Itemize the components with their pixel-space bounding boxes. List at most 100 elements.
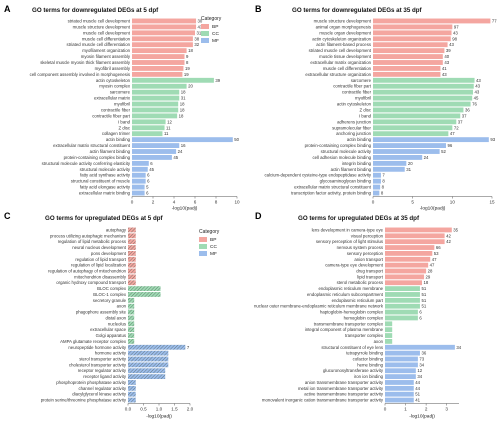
term-label: camera-type eye development: [325, 263, 384, 268]
legend-label-mf: MF: [212, 38, 219, 44]
count-label: 43: [474, 90, 479, 95]
term-label: myofilament organization: [82, 48, 130, 53]
term-label: cholesterol transporter activity: [69, 362, 127, 367]
bar: [128, 245, 136, 250]
bar: [373, 137, 489, 143]
bar: [385, 385, 414, 391]
bar: [128, 321, 135, 327]
bar: [385, 250, 433, 256]
bar: [132, 48, 187, 54]
bar: [132, 89, 180, 95]
term-label: actin cytoskeleton: [337, 102, 372, 107]
count-label: 40: [444, 54, 449, 59]
count-label: 52: [441, 149, 446, 154]
term-label: structural constituent of muscle: [71, 179, 131, 184]
count-label: 43: [449, 42, 454, 47]
x-tick-label: 0: [384, 407, 387, 412]
term-label: sensory perception of light stimulus: [316, 239, 383, 244]
legend-swatch-bp: [201, 24, 209, 29]
term-label: diacylglycerol kinase activity: [72, 392, 127, 397]
count-label: 6: [419, 315, 422, 320]
legend-label-bp: BP: [210, 237, 216, 243]
x-axis-title: -log10(padj): [172, 206, 198, 212]
term-label: extracellular matrix: [94, 96, 131, 101]
bar: [385, 227, 452, 233]
bar: [385, 256, 431, 262]
bar: [128, 333, 135, 338]
panel-title-b: GO terms for downregulated DEGs at 35 dp…: [292, 7, 423, 14]
panels-layer: striated muscle cell development 30muscle…: [30, 16, 498, 420]
term-label: receptor ligand activity: [83, 374, 127, 379]
bar: [373, 166, 405, 172]
legend-swatch-cc: [201, 31, 209, 36]
count-label: 18: [181, 90, 186, 95]
panel-letter-d: D: [255, 211, 262, 221]
term-label: AMPA glutamate receptor complex: [60, 339, 127, 344]
bar: [132, 60, 185, 65]
bar: [128, 268, 136, 274]
term-label: anion transmembrane transporter activity: [305, 380, 384, 385]
term-label: myosin filament assembly: [81, 54, 131, 59]
bar: [128, 256, 136, 262]
count-label: 19: [184, 72, 189, 77]
bar: [385, 262, 429, 268]
bar: [373, 172, 381, 178]
count-label: 45: [474, 96, 479, 101]
bar: [132, 155, 172, 160]
bar: [385, 268, 427, 274]
x-tick-label: 0.5: [140, 407, 147, 412]
term-label: glycosaminoglycan binding: [320, 179, 372, 184]
legend-swatch-bp: [199, 237, 207, 242]
bar: [385, 327, 393, 333]
term-label: striated muscle cell differentiation: [67, 42, 131, 47]
bar: [373, 160, 407, 166]
count-label: 28: [428, 269, 433, 274]
term-label: anion transport: [354, 257, 383, 262]
term-label: adherens junction: [337, 119, 372, 124]
x-tick-label: 6: [194, 200, 197, 205]
term-label: fatty acid elongase activity: [80, 185, 131, 190]
x-tick-label: 0: [131, 200, 134, 205]
legend-label-mf: MF: [210, 251, 217, 257]
bar: [128, 362, 169, 368]
count-label: 41: [415, 398, 420, 403]
term-label: regulation of lipid localization: [71, 263, 127, 268]
count-label: 44: [415, 386, 420, 391]
bar: [132, 30, 195, 36]
x-tick-label: 3: [445, 407, 448, 412]
count-label: 37: [462, 113, 467, 118]
term-label: structural molecule activity: [80, 167, 131, 172]
bar: [132, 137, 233, 143]
bar: [373, 66, 441, 71]
term-label: cofactor binding: [353, 357, 384, 362]
term-label: phosphoprotein phosphatase activity: [56, 380, 127, 385]
count-label: 6: [419, 310, 422, 315]
count-label: 18: [188, 48, 193, 53]
legend-label-cc: CC: [212, 31, 219, 37]
term-label: lipid transport: [357, 274, 384, 279]
term-label: organic hydroxy compound transport: [56, 280, 127, 285]
x-tick-label: 5: [411, 200, 414, 205]
term-label: extracellular structure organization: [305, 72, 371, 77]
count-label: 30: [198, 18, 203, 23]
bar: [132, 95, 180, 101]
bar: [132, 190, 145, 196]
count-label: 47: [432, 257, 437, 262]
count-label: 8: [186, 60, 189, 65]
count-label: 31: [197, 30, 202, 35]
term-label: Golgi apparatus: [96, 333, 126, 338]
term-label: regulation of lipid transport: [75, 257, 126, 262]
bar: [128, 303, 135, 309]
x-axis-title: -log10(padj): [420, 206, 446, 212]
term-label: actin filament-based process: [316, 42, 371, 47]
bar: [373, 119, 457, 125]
bar: [128, 327, 135, 333]
panel-title-d: GO terms for upregulated DEGs at 35 dpf: [298, 215, 420, 222]
term-label: nervous system process: [337, 245, 383, 250]
bar: [373, 18, 491, 24]
term-label: extracellular matrix structural constitu…: [53, 143, 131, 148]
bar: [385, 397, 414, 403]
count-label: 43: [475, 84, 480, 89]
